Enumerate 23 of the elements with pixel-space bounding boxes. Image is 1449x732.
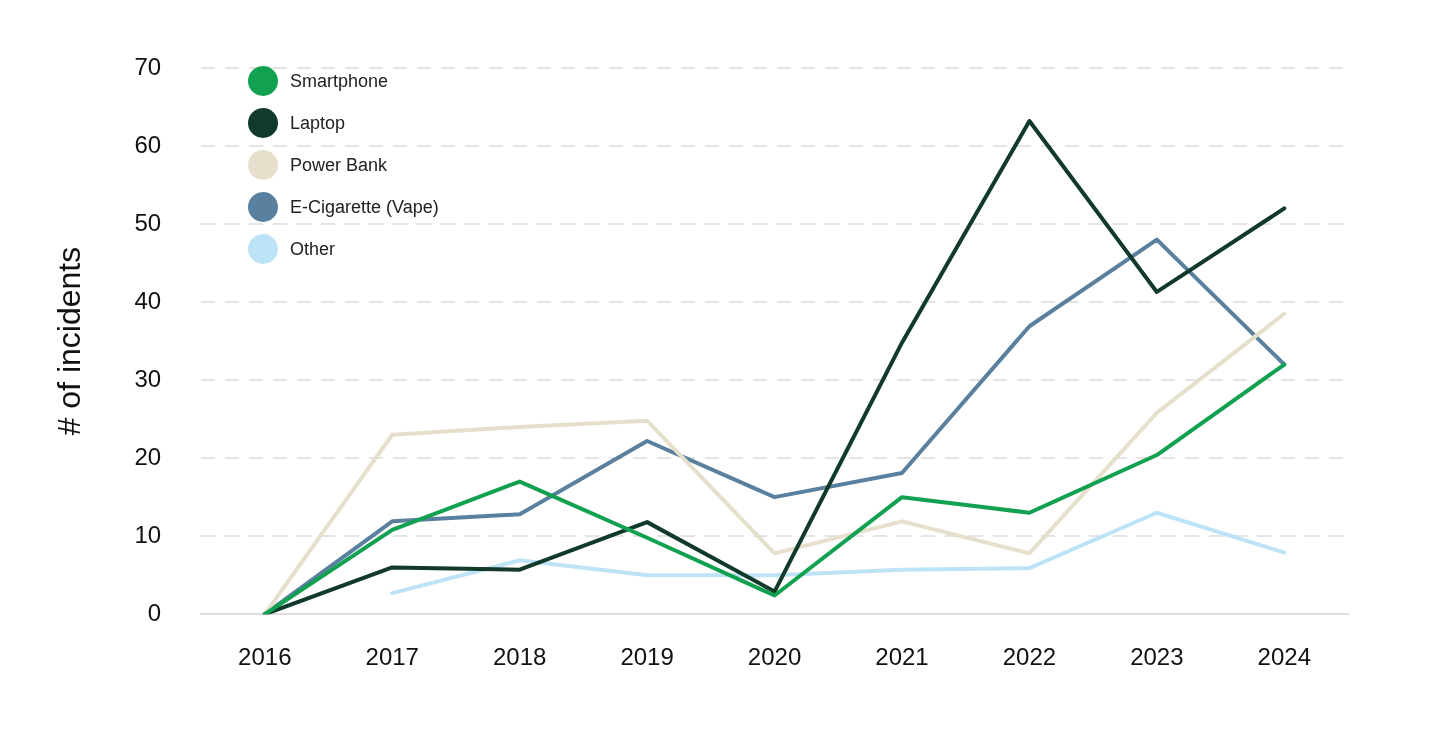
legend-label: Laptop bbox=[290, 112, 346, 134]
y-tick-label: 60 bbox=[134, 130, 162, 158]
y-tick-label: 40 bbox=[134, 286, 162, 314]
x-tick-label: 2023 bbox=[1130, 643, 1184, 671]
y-tick-label: 70 bbox=[134, 52, 162, 80]
y-axis-title: # of incidents bbox=[51, 246, 88, 436]
y-tick-label: 0 bbox=[147, 598, 162, 626]
y-tick-label: 50 bbox=[134, 208, 162, 236]
y-tick-label: 20 bbox=[134, 442, 162, 470]
x-tick-label: 2021 bbox=[875, 643, 929, 671]
x-tick-label: 2017 bbox=[365, 643, 419, 671]
x-tick-label: 2018 bbox=[492, 643, 547, 671]
legend-label: Other bbox=[290, 238, 336, 260]
x-tick-label: 2020 bbox=[747, 643, 802, 671]
x-tick-label: 2024 bbox=[1257, 643, 1311, 671]
legend-label: Smartphone bbox=[290, 70, 389, 92]
y-tick-label: 10 bbox=[134, 520, 162, 548]
x-tick-label: 2022 bbox=[1002, 643, 1057, 671]
x-tick-label: 2019 bbox=[620, 643, 674, 671]
legend-label: Power Bank bbox=[290, 154, 388, 176]
y-tick-label: 30 bbox=[134, 364, 162, 392]
legend-label: E-Cigarette (Vape) bbox=[290, 196, 439, 218]
x-tick-label: 2016 bbox=[238, 643, 292, 671]
